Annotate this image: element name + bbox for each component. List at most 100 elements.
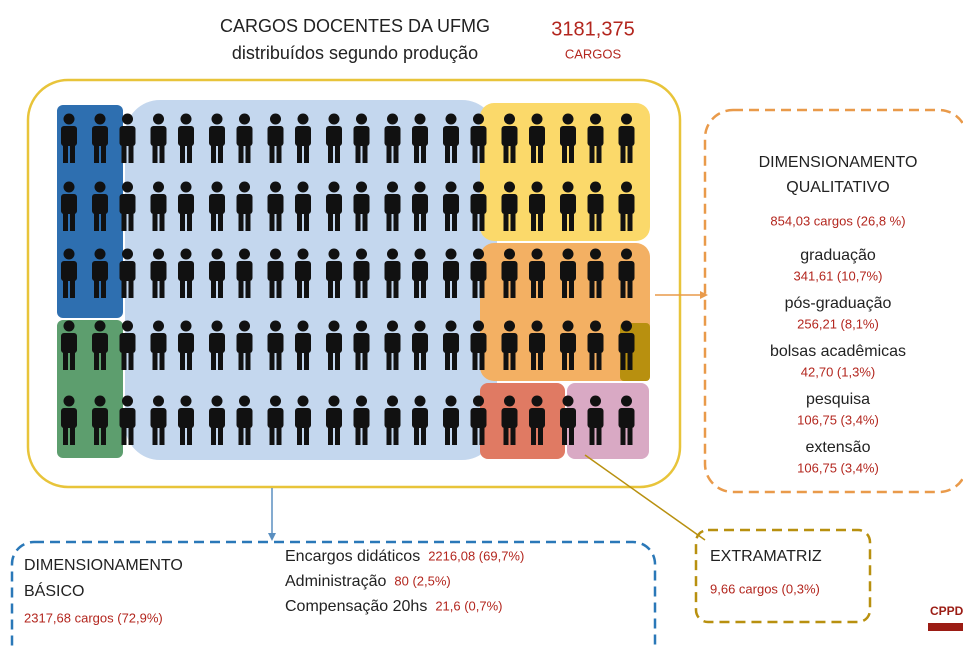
leg [362,426,368,445]
head [356,320,367,332]
total: 3181,375 [551,18,634,40]
leg [218,351,223,370]
leg [180,351,185,370]
body [384,194,401,214]
leg [269,426,275,445]
leg [63,426,68,445]
person-icon [61,181,77,231]
body [92,261,108,281]
item-label: pós-graduação [785,295,892,312]
leg [159,426,165,445]
person-icon [470,395,487,445]
leg [445,426,450,445]
body [92,333,108,353]
leg [245,144,251,163]
leg [152,144,158,163]
person-icon [267,395,284,445]
head [387,248,398,260]
head [122,248,133,260]
leg [152,351,158,370]
head [153,181,164,193]
leg [276,279,282,298]
person-icon [443,320,459,370]
head [621,248,632,260]
leg [335,426,340,445]
head [445,113,457,125]
leg [121,212,127,231]
leg [304,351,309,370]
leg [328,144,333,163]
leg [421,144,426,163]
head [328,113,340,125]
body [92,126,108,146]
head [180,181,192,193]
head [297,320,309,332]
leg [211,279,216,298]
head [211,181,223,193]
leg [297,426,302,445]
leg [589,144,595,163]
leg [503,351,509,370]
body [119,194,136,214]
body [560,408,576,428]
body [353,126,370,146]
body [587,333,604,353]
body [587,126,604,146]
body [353,261,370,281]
leg [531,351,536,370]
head [63,320,75,332]
head [414,113,426,125]
region-pesquisa [480,383,565,459]
item-value: 80 (2,5%) [394,573,450,588]
head [328,320,340,332]
box-title: EXTRAMATRIZ [710,548,822,565]
head [387,395,398,407]
leg [538,351,543,370]
body [443,261,459,281]
box-extramatriz [694,528,872,624]
leg [276,144,282,163]
person-icon [353,395,370,445]
leg [245,212,251,231]
head [473,320,484,332]
body [178,408,194,428]
person-icon [618,181,635,231]
head [621,181,632,193]
head [328,248,340,260]
leg [335,351,340,370]
leg [589,212,595,231]
head [180,113,192,125]
person-icon [178,181,194,231]
person-icon [92,113,108,163]
body [470,194,487,214]
body [295,408,311,428]
leg [101,279,106,298]
leg [510,279,516,298]
body [412,408,428,428]
head [531,320,543,332]
person-icon [353,248,370,298]
head [356,248,367,260]
person-icon [384,181,401,231]
leg [538,212,543,231]
body [501,408,518,428]
leg [94,279,99,298]
person-icon [560,320,576,370]
person-icon [412,181,428,231]
head [211,395,223,407]
person-icon [119,113,136,163]
leg [304,212,309,231]
body [587,261,604,281]
head [414,181,426,193]
leg [269,212,275,231]
leg [121,426,127,445]
body [618,194,635,214]
leg [63,351,68,370]
head [387,113,398,125]
person-icon [501,248,518,298]
person-icon [501,113,518,163]
head [63,181,75,193]
leg [362,144,368,163]
qualitativo-items: graduação 341,61 (10,7%) pós-graduação 256,… [770,247,906,475]
item-label: graduação [800,247,876,264]
